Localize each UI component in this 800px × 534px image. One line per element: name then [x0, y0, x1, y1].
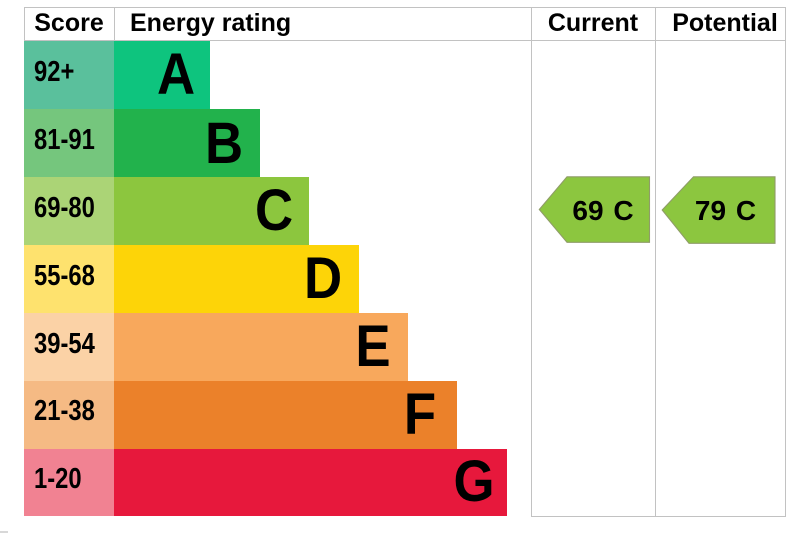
svg-text:69 C: 69 C [572, 195, 633, 226]
svg-text:79 C: 79 C [695, 195, 756, 226]
